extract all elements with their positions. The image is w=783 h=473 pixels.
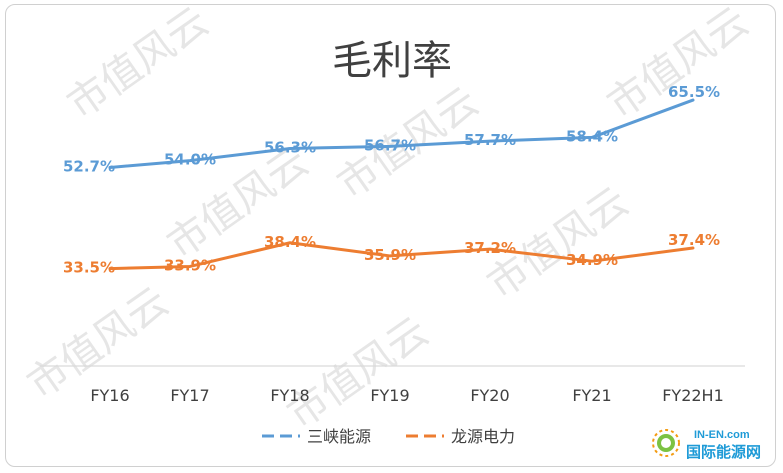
data-label: 34.9% (566, 251, 618, 269)
x-tick-label: FY16 (90, 386, 129, 405)
legend-label: 龙源电力 (451, 427, 515, 446)
data-label: 35.9% (364, 246, 416, 264)
x-tick-label: FY20 (470, 386, 509, 405)
data-label: 37.2% (464, 239, 516, 257)
watermark-text: 市值风云 (599, 0, 756, 128)
chart-title: 毛利率 (332, 38, 452, 84)
legend: 三峡能源 龙源电力 (262, 427, 515, 446)
data-label: 57.7% (464, 131, 516, 149)
data-label: 38.4% (264, 233, 316, 251)
watermark-text: 市值风云 (279, 309, 436, 438)
x-tick-label: FY21 (572, 386, 611, 405)
data-label: 52.7% (63, 157, 115, 175)
data-label: 56.7% (364, 136, 416, 154)
brand-top-text: IN-EN.com (694, 429, 750, 441)
watermark-text: 市值风云 (59, 0, 216, 128)
data-label: 33.9% (164, 256, 216, 274)
legend-label: 三峡能源 (307, 427, 371, 446)
series-line-1 (108, 98, 695, 169)
x-tick-label: FY19 (370, 386, 409, 405)
brand-sun-icon (652, 429, 680, 457)
data-label: 54.0% (164, 151, 216, 169)
x-tick-label: FY17 (170, 386, 209, 405)
data-label: 33.5% (63, 259, 115, 277)
data-label: 65.5% (668, 83, 720, 101)
x-axis-ticks: FY16 FY17 FY18 FY19 FY20 FY21 FY22H1 (90, 386, 723, 405)
brand-bottom-text: 国际能源网 (686, 443, 761, 461)
data-label: 37.4% (668, 231, 720, 249)
brand-logo: IN-EN.com 国际能源网 (650, 425, 778, 465)
data-label: 56.3% (264, 138, 316, 156)
series-layer: 52.7% 54.0% 56.3% 56.7% 57.7% 58.4% 65.5% 33.5%… (63, 83, 720, 277)
x-tick-label: FY22H1 (662, 386, 724, 405)
x-tick-label: FY18 (270, 386, 309, 405)
series-line-2 (108, 241, 695, 271)
chart-frame (5, 4, 776, 467)
data-label: 58.4% (566, 127, 618, 145)
